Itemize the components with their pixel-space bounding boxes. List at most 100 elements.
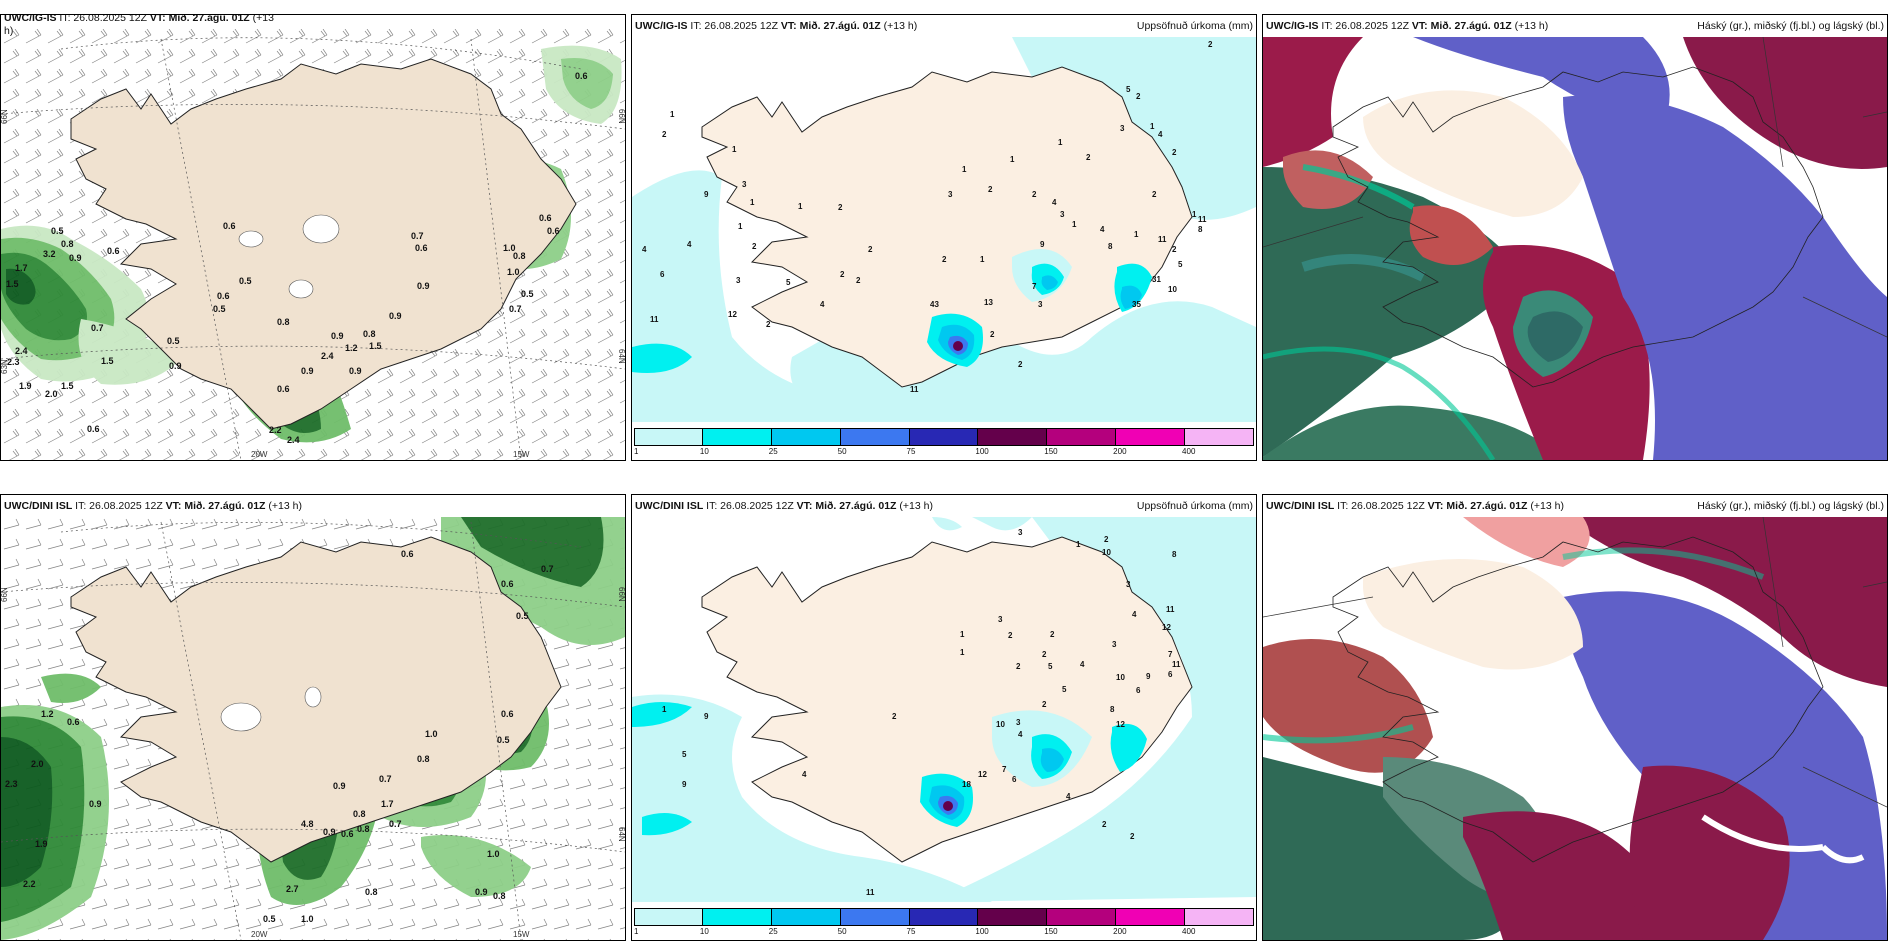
panel-header: UWC/DINI ISL IT: 26.08.2025 12Z VT: Mið.… [1263, 495, 1887, 517]
map-value-label: 3.2 [43, 249, 56, 259]
map-value-label: 0.9 [333, 781, 346, 791]
map-value-label: 5 [1048, 662, 1053, 671]
map-value-label: 1 [1134, 230, 1139, 239]
map-value-label: 3 [1126, 580, 1131, 589]
lead-time: (+13 h) [1514, 20, 1549, 32]
lead-time: (+13 [252, 14, 274, 24]
map-value-label: 2.4 [287, 435, 300, 445]
map-value-label: 2 [1016, 662, 1021, 671]
map-value-label: 4 [1132, 610, 1137, 619]
precip-colorbar: 1 10 25 50 75 100 150 200 400 [634, 908, 1254, 938]
map-value-label: 5 [786, 278, 791, 287]
map-value-label: 1 [738, 222, 743, 231]
lon-label-20w: 20W [251, 930, 268, 939]
valid-time: VT: Mið. 27.ágú. 01Z [780, 20, 881, 32]
map-value-label: 3 [948, 190, 953, 199]
map-value-label: 0.6 [401, 549, 414, 559]
lead-time: (+13 h) [268, 500, 302, 512]
map-value-label: 8 [1198, 225, 1203, 234]
map-value-label: 2 [766, 320, 771, 329]
map-value-label: 1 [798, 202, 803, 211]
map-value-label: 4.8 [301, 819, 314, 829]
lat-label-64-right: 64N [617, 827, 625, 842]
colorbar-tick: 150 [1044, 927, 1058, 936]
map-value-label: 2.3 [7, 357, 20, 367]
map-value-label: 2 [988, 185, 993, 194]
map-value-label: 2 [856, 276, 861, 285]
map-value-label: 3 [742, 180, 747, 189]
map-value-label: 0.6 [547, 226, 560, 236]
map-value-label: 2 [1032, 190, 1037, 199]
colorbar-tick: 400 [1182, 447, 1196, 456]
colorbar-tick: 100 [975, 927, 989, 936]
map-value-label: 35 [1132, 300, 1141, 309]
colorbar-swatch [978, 908, 1048, 926]
map-value-label: 1.0 [487, 849, 500, 859]
map-value-label: 10 [1116, 673, 1125, 682]
init-time: IT: 26.08.2025 12Z [1321, 20, 1409, 32]
map-value-label: 0.8 [277, 317, 290, 327]
iceland-land [70, 58, 577, 430]
map-value-label: 0.5 [516, 611, 529, 621]
map-value-label: 0.9 [169, 361, 182, 371]
map-value-label: 0.5 [213, 304, 226, 314]
map-value-label: 0.9 [331, 331, 344, 341]
lat-label-66-right: 66N [617, 587, 625, 602]
colorbar-swatch [1116, 428, 1186, 446]
colorbar-swatch [909, 908, 979, 926]
map-value-label: 4 [820, 300, 825, 309]
map-value-label: 5 [1178, 260, 1183, 269]
valid-time: VT: Mið. 27.ágú. 01Z [149, 14, 250, 24]
lon-label-20w: 20W [251, 450, 268, 459]
iceland-land [701, 536, 1193, 863]
map-value-label: 2 [868, 245, 873, 254]
map-value-label: 0.8 [363, 329, 376, 339]
map-value-label: 6 [1136, 686, 1141, 695]
map-value-label: 1.2 [345, 343, 358, 353]
map-value-label: 1 [732, 145, 737, 154]
panel-header: UWC/IG-IS IT: 26.08.2025 12Z VT: Mið. 27… [1263, 15, 1887, 37]
colorbar-tick: 50 [837, 447, 847, 456]
map-value-label: 1 [1010, 155, 1015, 164]
map-value-label: 8 [1110, 705, 1115, 714]
map-value-label: 2 [840, 270, 845, 279]
map-value-label: 9 [682, 780, 687, 789]
colorbar-tick: 100 [975, 447, 989, 456]
map-value-label: 5 [682, 750, 687, 759]
map-value-label: 4 [802, 770, 807, 779]
map-value-label: 0.9 [389, 311, 402, 321]
lon-label-15w: 15W [513, 930, 530, 939]
colorbar-swatch [1047, 428, 1117, 446]
map-value-label: 10 [1102, 548, 1111, 557]
colorbar-swatch [771, 908, 841, 926]
colorbar-swatch [909, 428, 979, 446]
map-value-label: 1.2 [41, 709, 54, 719]
map-value-label: 11 [866, 888, 875, 897]
valid-time: VT: Mið. 27.ágú. 01Z [1427, 500, 1528, 512]
map-value-label: 1.0 [301, 914, 314, 924]
lead-time: (+13 h) [883, 20, 918, 32]
map-value-label: 0.6 [539, 213, 552, 223]
panel-header: UWC/IG-IS IT: 26.08.2025 12Z VT: Mið. 27… [1, 14, 625, 37]
panel-header: UWC/DINI ISL IT: 26.08.2025 12Z VT: Mið.… [632, 495, 1256, 517]
lat-label-63: 63N [1, 359, 9, 374]
map-value-label: 1.5 [369, 341, 382, 351]
map-value-label: 0.5 [497, 735, 510, 745]
map-value-label: 11 [910, 385, 919, 394]
map-value-label: 0.9 [69, 253, 82, 263]
map-value-label: 11 [1172, 660, 1181, 669]
map-value-label: 0.8 [365, 887, 378, 897]
map-value-label: 2 [990, 330, 995, 339]
colorbar-tick: 150 [1044, 447, 1058, 456]
colorbar-swatch [978, 428, 1048, 446]
map-value-label: 5 [1062, 685, 1067, 694]
map-value-label: 2 [1008, 631, 1013, 640]
map-value-label: 0.9 [417, 281, 430, 291]
panel-header: UWC/IG-IS IT: 26.08.2025 12Z VT: Mið. 27… [632, 15, 1256, 37]
map-value-label: 0.7 [379, 774, 392, 784]
model-name: UWC/DINI ISL [635, 500, 704, 512]
map-value-label: 3 [1016, 718, 1021, 727]
map-value-label: 0.6 [501, 709, 514, 719]
map-value-label: 0.7 [509, 304, 522, 314]
map-value-label: 2 [1172, 148, 1177, 157]
